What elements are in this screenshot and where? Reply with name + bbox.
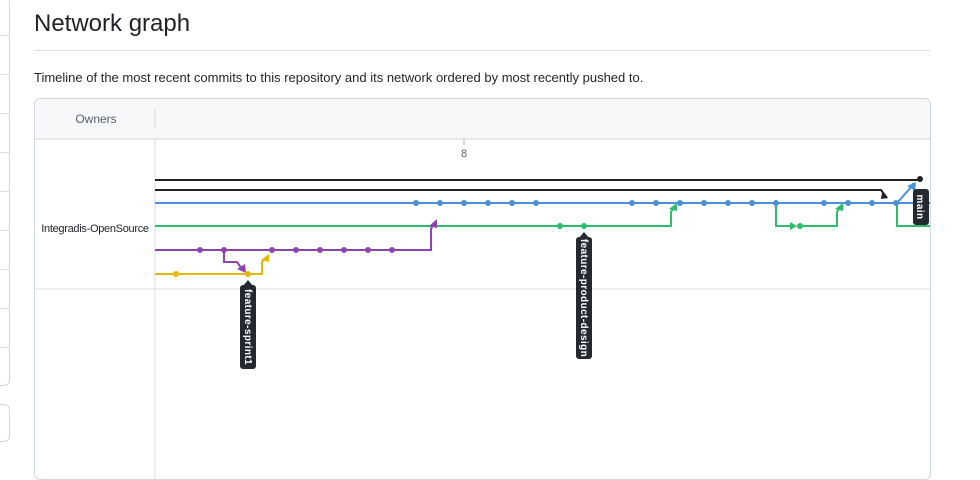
sidebar-fragment-bottom bbox=[0, 404, 10, 442]
network-graph-canvas[interactable]: Owners Integradis-OpenSource 8 bbox=[35, 99, 930, 479]
graph-header-bar bbox=[35, 99, 930, 139]
branch-blue-line bbox=[155, 182, 930, 227]
branch-main-lines bbox=[155, 179, 919, 199]
branch-yellow-line bbox=[155, 254, 269, 275]
owner-name[interactable]: Integradis-OpenSource bbox=[41, 223, 149, 235]
commit-dots-yellow[interactable] bbox=[173, 271, 251, 277]
branch-label-main[interactable]: main bbox=[913, 189, 929, 225]
branch-purple-line bbox=[155, 219, 437, 273]
date-label: 8 bbox=[461, 148, 467, 160]
title-divider bbox=[34, 50, 930, 51]
commit-dots-green[interactable] bbox=[557, 223, 803, 229]
branch-green-line bbox=[155, 203, 843, 230]
sidebar-fragment-top bbox=[0, 0, 10, 386]
branch-label-feature-sprint1[interactable]: feature-sprint1 bbox=[240, 280, 256, 369]
page-description: Timeline of the most recent commits to t… bbox=[34, 70, 644, 85]
branch-label-feature-product-design-text: feature-product-design bbox=[578, 239, 589, 357]
network-graph-panel[interactable]: Owners Integradis-OpenSource 8 bbox=[34, 98, 931, 480]
commit-dots-purple[interactable] bbox=[197, 247, 395, 253]
page-title: Network graph bbox=[34, 10, 191, 37]
branch-label-feature-sprint1-text: feature-sprint1 bbox=[242, 289, 253, 365]
owners-header: Owners bbox=[75, 112, 116, 126]
branch-label-feature-product-design[interactable]: feature-product-design bbox=[576, 232, 592, 359]
commit-dots-main[interactable] bbox=[917, 176, 923, 182]
commit-dots-blue[interactable] bbox=[413, 200, 899, 206]
branch-label-main-text: main bbox=[914, 195, 925, 220]
